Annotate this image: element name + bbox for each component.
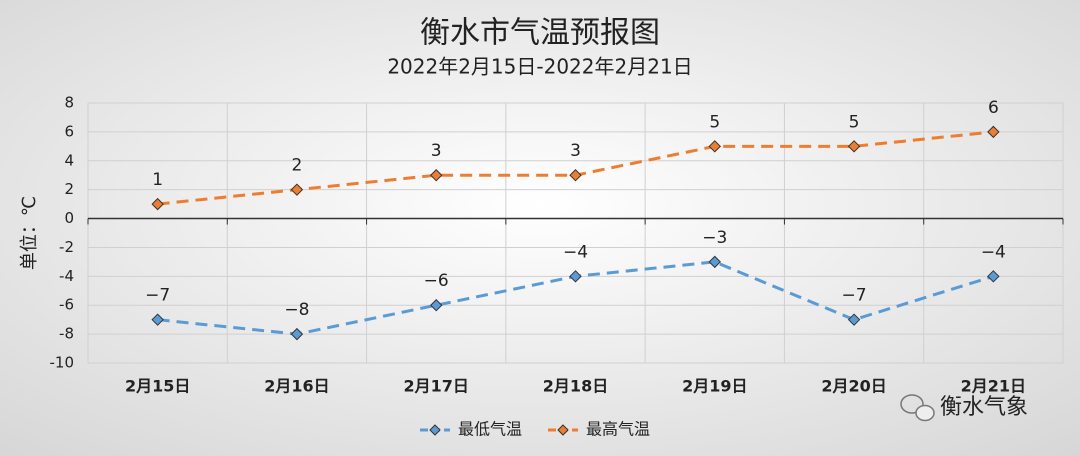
watermark-text: 衡水气象 <box>940 395 1028 420</box>
marker <box>847 140 861 153</box>
data-label: 1 <box>152 170 163 190</box>
marker <box>151 197 164 211</box>
chart-title: 衡水市气温预报图 <box>420 16 660 51</box>
watermark: 衡水气象 <box>900 394 1028 422</box>
x-tick-label: 2月21日 <box>961 377 1026 396</box>
marker <box>430 299 443 312</box>
y-tick-label: 0 <box>64 209 74 227</box>
data-label: 2 <box>292 156 303 176</box>
data-label: 6 <box>988 98 999 118</box>
data-label: −4 <box>563 242 588 262</box>
data-label: −6 <box>424 271 449 291</box>
y-tick-label: 2 <box>64 180 74 198</box>
watermark-icon <box>900 394 924 414</box>
data-label: 5 <box>709 112 720 132</box>
data-label: −4 <box>981 242 1006 262</box>
data-label: −8 <box>284 300 309 320</box>
y-tick-label: -2 <box>59 238 74 256</box>
marker <box>430 169 443 182</box>
x-tick-label: 2月15日 <box>125 377 190 396</box>
legend-marker <box>429 424 441 436</box>
x-tick-label: 2月18日 <box>543 377 608 396</box>
marker <box>569 270 582 283</box>
watermark-icon <box>915 404 935 422</box>
legend-label: 最低气温 <box>458 420 522 439</box>
marker <box>708 140 721 153</box>
data-label: 3 <box>570 141 581 161</box>
data-label: −3 <box>702 228 727 248</box>
y-tick-label: 6 <box>64 122 74 140</box>
x-tick-label: 2月19日 <box>682 377 747 396</box>
legend-marker <box>557 424 569 436</box>
y-tick-label: -8 <box>59 325 74 343</box>
y-tick-label: 4 <box>64 151 74 169</box>
x-tick-label: 2月17日 <box>404 377 469 396</box>
data-label: 5 <box>849 112 860 132</box>
legend-label: 最高气温 <box>586 420 650 439</box>
data-label: 3 <box>431 141 442 161</box>
y-axis-label: 单位：℃ <box>19 196 40 270</box>
y-tick-label: 8 <box>64 94 74 112</box>
marker <box>987 125 1000 139</box>
y-tick-label: -6 <box>59 296 74 314</box>
marker <box>569 169 582 182</box>
marker <box>151 313 164 326</box>
marker <box>708 255 721 269</box>
y-tick-label: -4 <box>59 267 74 285</box>
marker <box>987 270 1000 283</box>
data-label: −7 <box>842 286 867 306</box>
chart-subtitle: 2022年2月15日-2022年2月21日 <box>387 55 692 79</box>
x-tick-label: 2月20日 <box>821 377 886 396</box>
y-tick-label: -10 <box>50 354 75 372</box>
marker <box>290 183 304 196</box>
data-label: −7 <box>145 286 170 306</box>
marker <box>290 327 304 341</box>
marker <box>847 313 861 326</box>
x-tick-label: 2月16日 <box>264 377 329 396</box>
